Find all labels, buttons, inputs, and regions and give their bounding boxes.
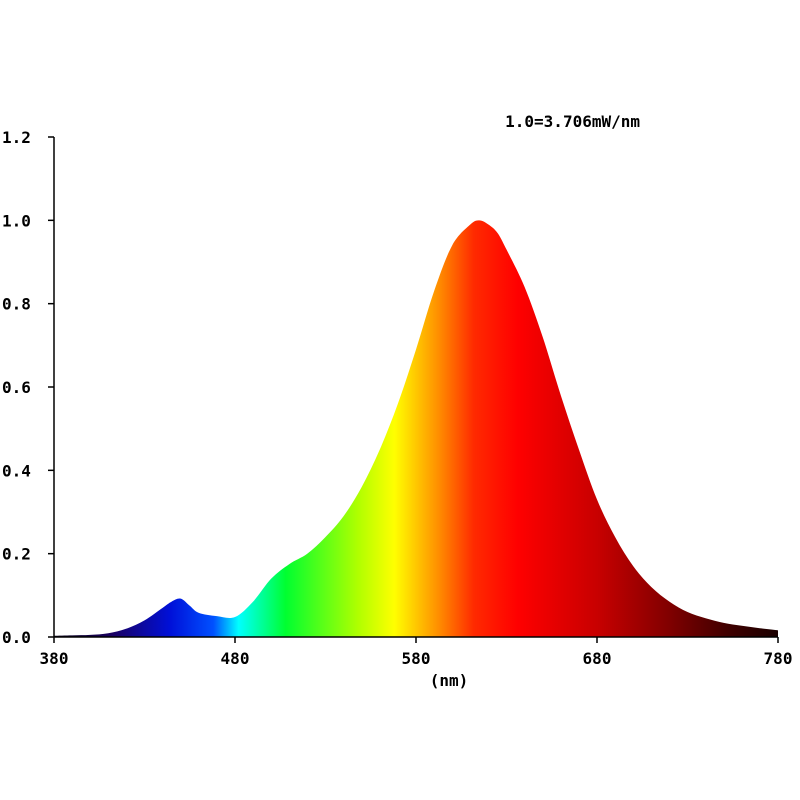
x-tick-label: 580 [402,649,431,668]
y-tick-label: 0.0 [2,628,31,647]
x-tick-label: 380 [40,649,69,668]
spectrum-area [54,220,778,637]
x-tick-label: 780 [764,649,793,668]
y-tick-label: 0.6 [2,378,31,397]
y-tick-label: 0.8 [2,295,31,314]
y-tick-label: 1.0 [2,211,31,230]
x-axis-ticks: 380 480 580 680 780 [40,637,793,668]
scale-annotation: 1.0=3.706mW/nm [505,112,640,131]
y-tick-label: 0.4 [2,461,31,480]
plot-area [54,220,778,637]
x-tick-label: 680 [583,649,612,668]
y-axis-ticks: 0.0 0.2 0.4 0.6 0.8 1.0 1.2 [2,128,54,647]
x-tick-label: 480 [221,649,250,668]
y-tick-label: 1.2 [2,128,31,147]
y-tick-label: 0.2 [2,545,31,564]
x-axis-label: (nm) [430,671,469,690]
